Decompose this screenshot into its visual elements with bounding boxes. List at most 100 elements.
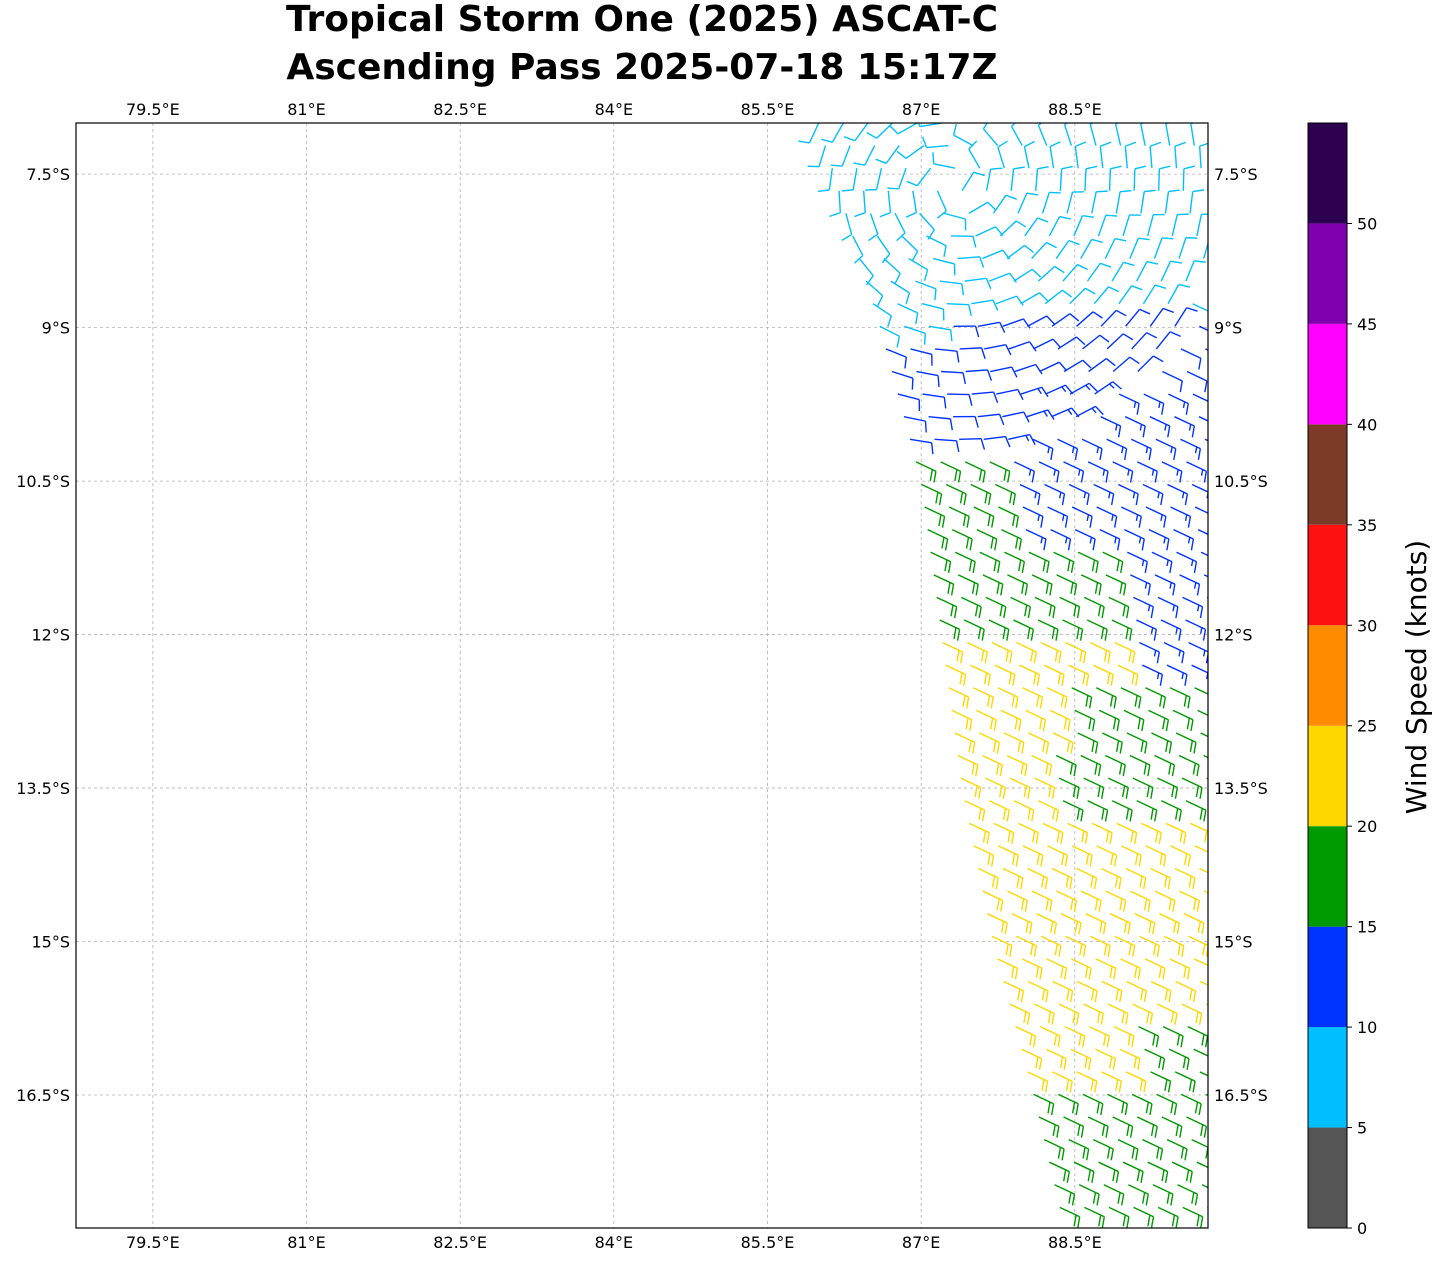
wind-barb — [944, 212, 967, 231]
wind-barb — [1157, 165, 1171, 191]
wind-barb — [1075, 405, 1104, 418]
wind-barb — [1157, 777, 1179, 799]
wind-barb — [1095, 958, 1117, 980]
wind-barb — [896, 145, 925, 160]
colorbar-tick-label: 35 — [1357, 516, 1377, 535]
wind-barb — [1181, 1003, 1203, 1025]
wind-barb — [1071, 687, 1093, 709]
wind-barb — [1113, 1026, 1135, 1048]
wind-barb — [1169, 958, 1191, 980]
wind-barb — [1125, 308, 1151, 327]
wind-barb — [1057, 438, 1079, 460]
wind-barb — [997, 140, 1008, 169]
wind-barb — [1025, 529, 1047, 551]
wind-barb — [1076, 1071, 1098, 1093]
wind-barb — [933, 257, 956, 276]
wind-barb — [1188, 935, 1208, 957]
lon-label-top: 88.5°E — [1048, 100, 1102, 119]
wind-barb — [1059, 165, 1073, 191]
wind-barb — [959, 437, 986, 450]
lon-label-top: 81°E — [287, 100, 325, 119]
wind-barb — [1057, 336, 1086, 350]
wind-barb — [1147, 1161, 1169, 1183]
wind-barb — [983, 435, 1011, 448]
wind-barb — [932, 152, 956, 169]
wind-barb — [910, 348, 933, 366]
wind-barb — [1161, 1116, 1183, 1138]
wind-barb — [1148, 529, 1170, 551]
wind-barb — [1149, 141, 1162, 169]
wind-barb — [1063, 123, 1073, 146]
lon-label-bottom: 87°E — [902, 1233, 940, 1252]
wind-barb — [965, 369, 993, 381]
wind-barb — [903, 415, 927, 433]
wind-barb — [1063, 461, 1085, 483]
wind-barb — [872, 303, 893, 327]
wind-barb — [1117, 664, 1139, 686]
lat-label-left: 16.5°S — [16, 1086, 70, 1105]
wind-barb — [1020, 386, 1049, 398]
wind-barb — [1100, 309, 1127, 327]
wind-barb — [1120, 845, 1142, 867]
wind-barb — [976, 709, 997, 732]
wind-barb — [961, 171, 985, 192]
wind-barb — [1148, 709, 1170, 732]
wind-barb — [1178, 754, 1200, 777]
wind-barb — [1055, 239, 1080, 259]
wind-barb — [1024, 217, 1049, 237]
wind-barb — [829, 190, 842, 218]
wind-barb — [1002, 411, 1030, 423]
wind-barb — [1062, 263, 1088, 282]
wind-barb — [1163, 935, 1185, 957]
wind-barb — [1022, 506, 1044, 528]
wind-barb — [1085, 913, 1107, 935]
wind-barb — [1095, 687, 1117, 709]
wind-barb — [894, 213, 906, 242]
wind-barb — [973, 506, 995, 528]
colorbar-tick-label: 40 — [1357, 415, 1377, 434]
wind-barb — [1027, 980, 1049, 1003]
wind-barb — [1019, 664, 1041, 686]
wind-barb — [1149, 307, 1174, 327]
wind-barb — [1198, 416, 1208, 422]
wind-barb — [1144, 958, 1166, 980]
wind-barb — [997, 687, 1019, 709]
wind-barb — [905, 190, 918, 218]
wind-barb — [998, 506, 1019, 528]
colorbar-segment — [1308, 323, 1347, 425]
wind-barb — [1068, 1138, 1090, 1161]
wind-barb — [1145, 845, 1167, 867]
wind-barb — [1191, 483, 1208, 499]
wind-barb — [1199, 980, 1208, 986]
wind-barb — [1192, 393, 1208, 408]
wind-barb — [1013, 268, 1042, 282]
wind-barb — [1036, 913, 1058, 935]
wind-barb — [1074, 141, 1087, 169]
wind-barb — [1003, 732, 1025, 754]
wind-barb — [1046, 687, 1068, 709]
wind-barb — [865, 168, 883, 191]
plot-frame — [75, 122, 1209, 1229]
wind-barb — [1095, 1048, 1116, 1070]
wind-barb — [1063, 359, 1092, 373]
wind-barb — [1210, 281, 1230, 302]
wind-barb — [1044, 483, 1066, 506]
wind-barb — [1070, 1048, 1092, 1070]
wind-barb — [1182, 1206, 1204, 1228]
wind-barb — [1092, 664, 1114, 686]
wind-barb — [1102, 732, 1123, 754]
wind-barb — [1186, 461, 1208, 483]
wind-barb — [1186, 1116, 1208, 1138]
axis-tick-labels: 79.5°E 79.5°E 81°E 81°E 82.5°E 82.5°E 84°E 84°E… — [16, 100, 1268, 1252]
wind-barb — [1142, 664, 1164, 686]
colorbar-tick-label: 15 — [1357, 918, 1377, 937]
wind-barb — [1016, 641, 1038, 664]
wind-barb — [970, 483, 992, 506]
wind-barb — [1089, 935, 1111, 957]
lat-label-left: 7.5°S — [26, 165, 70, 184]
wind-barb — [1039, 123, 1040, 124]
wind-barb — [1081, 438, 1103, 460]
wind-barb — [978, 321, 1006, 333]
wind-barb — [950, 235, 977, 248]
wind-barb — [928, 325, 953, 342]
